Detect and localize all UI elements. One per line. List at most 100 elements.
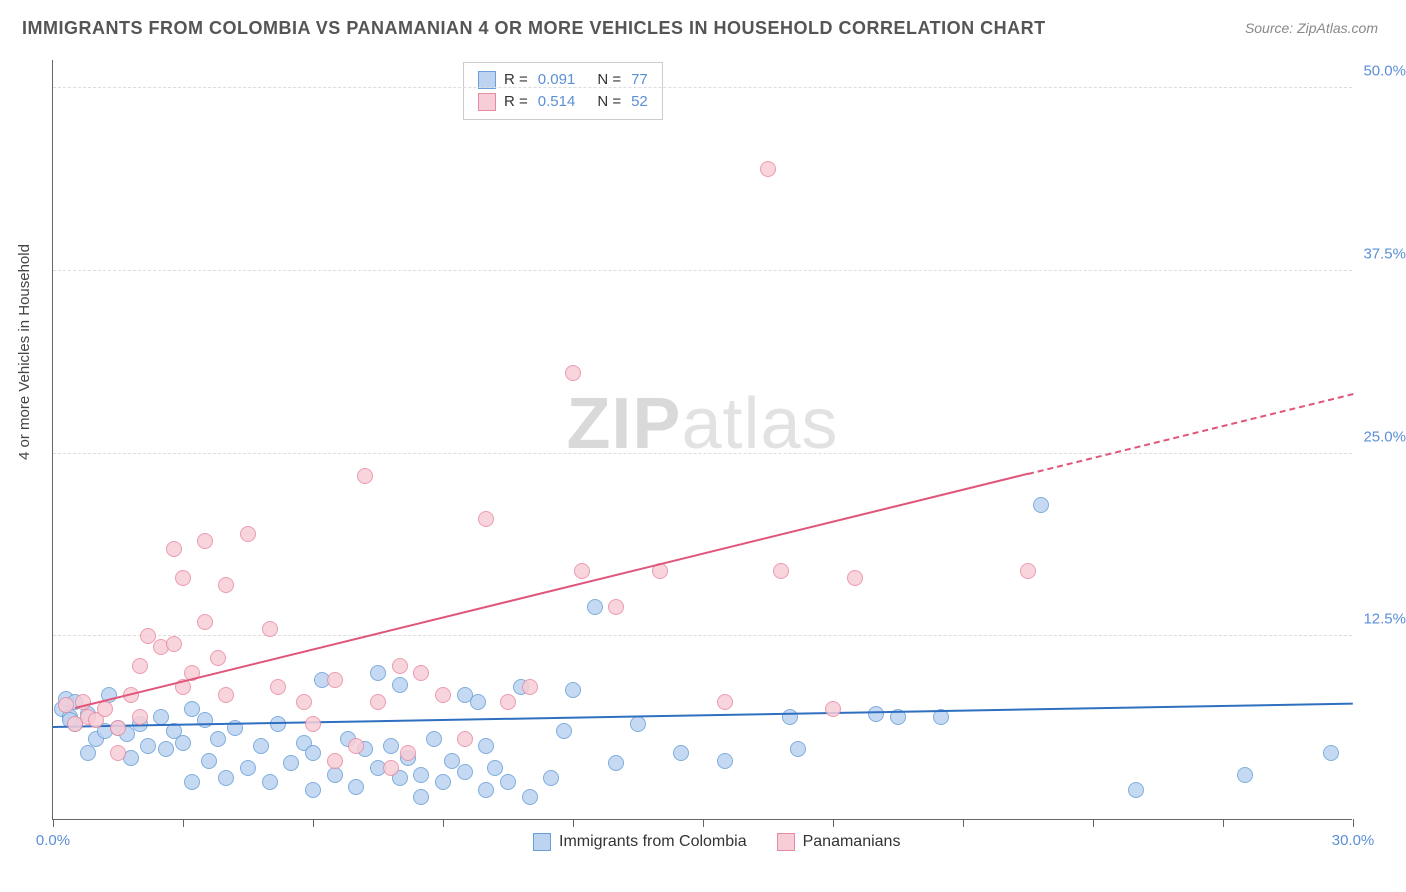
data-point xyxy=(58,697,74,713)
data-point xyxy=(153,709,169,725)
legend-series: Immigrants from Colombia Panamanians xyxy=(533,833,900,851)
data-point xyxy=(218,687,234,703)
legend-r-label: R = xyxy=(504,91,528,113)
x-tick xyxy=(1353,819,1354,827)
legend-swatch xyxy=(777,833,795,851)
data-point xyxy=(392,658,408,674)
data-point xyxy=(201,753,217,769)
data-point xyxy=(478,511,494,527)
legend-item: Immigrants from Colombia xyxy=(533,833,747,851)
data-point xyxy=(1237,767,1253,783)
y-tick-label: 50.0% xyxy=(1363,63,1406,80)
data-point xyxy=(305,782,321,798)
data-point xyxy=(413,665,429,681)
data-point xyxy=(500,694,516,710)
data-point xyxy=(184,774,200,790)
data-point xyxy=(197,533,213,549)
x-tick xyxy=(703,819,704,827)
data-point xyxy=(97,701,113,717)
data-point xyxy=(630,716,646,732)
gridline xyxy=(53,270,1352,271)
data-point xyxy=(478,738,494,754)
data-point xyxy=(608,755,624,771)
data-point xyxy=(253,738,269,754)
legend-stats: R =0.091N =77R =0.514N =52 xyxy=(463,62,663,120)
y-axis-label: 4 or more Vehicles in Household xyxy=(16,244,33,460)
legend-n-value: 52 xyxy=(631,91,648,113)
data-point xyxy=(166,636,182,652)
x-tick xyxy=(53,819,54,827)
data-point xyxy=(305,716,321,732)
data-point xyxy=(413,789,429,805)
data-point xyxy=(457,764,473,780)
data-point xyxy=(760,161,776,177)
data-point xyxy=(435,687,451,703)
legend-item: Panamanians xyxy=(777,833,901,851)
data-point xyxy=(847,570,863,586)
data-point xyxy=(868,706,884,722)
x-tick xyxy=(573,819,574,827)
x-tick xyxy=(833,819,834,827)
x-tick-label: 30.0% xyxy=(1332,832,1375,849)
data-point xyxy=(348,738,364,754)
data-point xyxy=(305,745,321,761)
data-point xyxy=(1033,497,1049,513)
data-point xyxy=(218,577,234,593)
data-point xyxy=(357,468,373,484)
data-point xyxy=(370,694,386,710)
data-point xyxy=(400,745,416,761)
data-point xyxy=(413,767,429,783)
data-point xyxy=(270,679,286,695)
x-tick xyxy=(1093,819,1094,827)
data-point xyxy=(470,694,486,710)
plot-area: ZIPatlas R =0.091N =77R =0.514N =52 Immi… xyxy=(52,60,1352,820)
data-point xyxy=(444,753,460,769)
data-point xyxy=(1020,563,1036,579)
x-tick-label: 0.0% xyxy=(36,832,70,849)
data-point xyxy=(543,770,559,786)
x-tick xyxy=(963,819,964,827)
data-point xyxy=(327,672,343,688)
data-point xyxy=(1128,782,1144,798)
data-point xyxy=(370,665,386,681)
data-point xyxy=(132,658,148,674)
data-point xyxy=(773,563,789,579)
data-point xyxy=(110,720,126,736)
data-point xyxy=(197,614,213,630)
data-point xyxy=(587,599,603,615)
data-point xyxy=(296,694,312,710)
data-point xyxy=(487,760,503,776)
legend-label: Panamanians xyxy=(803,833,901,851)
data-point xyxy=(110,745,126,761)
data-point xyxy=(574,563,590,579)
data-point xyxy=(262,774,278,790)
data-point xyxy=(478,782,494,798)
data-point xyxy=(175,735,191,751)
data-point xyxy=(283,755,299,771)
x-tick xyxy=(183,819,184,827)
trend-line xyxy=(74,473,1028,709)
data-point xyxy=(327,753,343,769)
gridline xyxy=(53,635,1352,636)
data-point xyxy=(132,709,148,725)
data-point xyxy=(457,731,473,747)
gridline xyxy=(53,87,1352,88)
data-point xyxy=(426,731,442,747)
y-tick-label: 37.5% xyxy=(1363,245,1406,262)
chart-title: IMMIGRANTS FROM COLOMBIA VS PANAMANIAN 4… xyxy=(22,18,1046,39)
data-point xyxy=(717,694,733,710)
data-point xyxy=(790,741,806,757)
legend-r-value: 0.514 xyxy=(538,91,576,113)
data-point xyxy=(383,760,399,776)
data-point xyxy=(825,701,841,717)
data-point xyxy=(522,789,538,805)
data-point xyxy=(782,709,798,725)
data-point xyxy=(392,677,408,693)
data-point xyxy=(262,621,278,637)
data-point xyxy=(435,774,451,790)
data-point xyxy=(717,753,733,769)
data-point xyxy=(327,767,343,783)
x-tick xyxy=(313,819,314,827)
legend-swatch xyxy=(478,93,496,111)
source-label: Source: ZipAtlas.com xyxy=(1245,20,1378,36)
